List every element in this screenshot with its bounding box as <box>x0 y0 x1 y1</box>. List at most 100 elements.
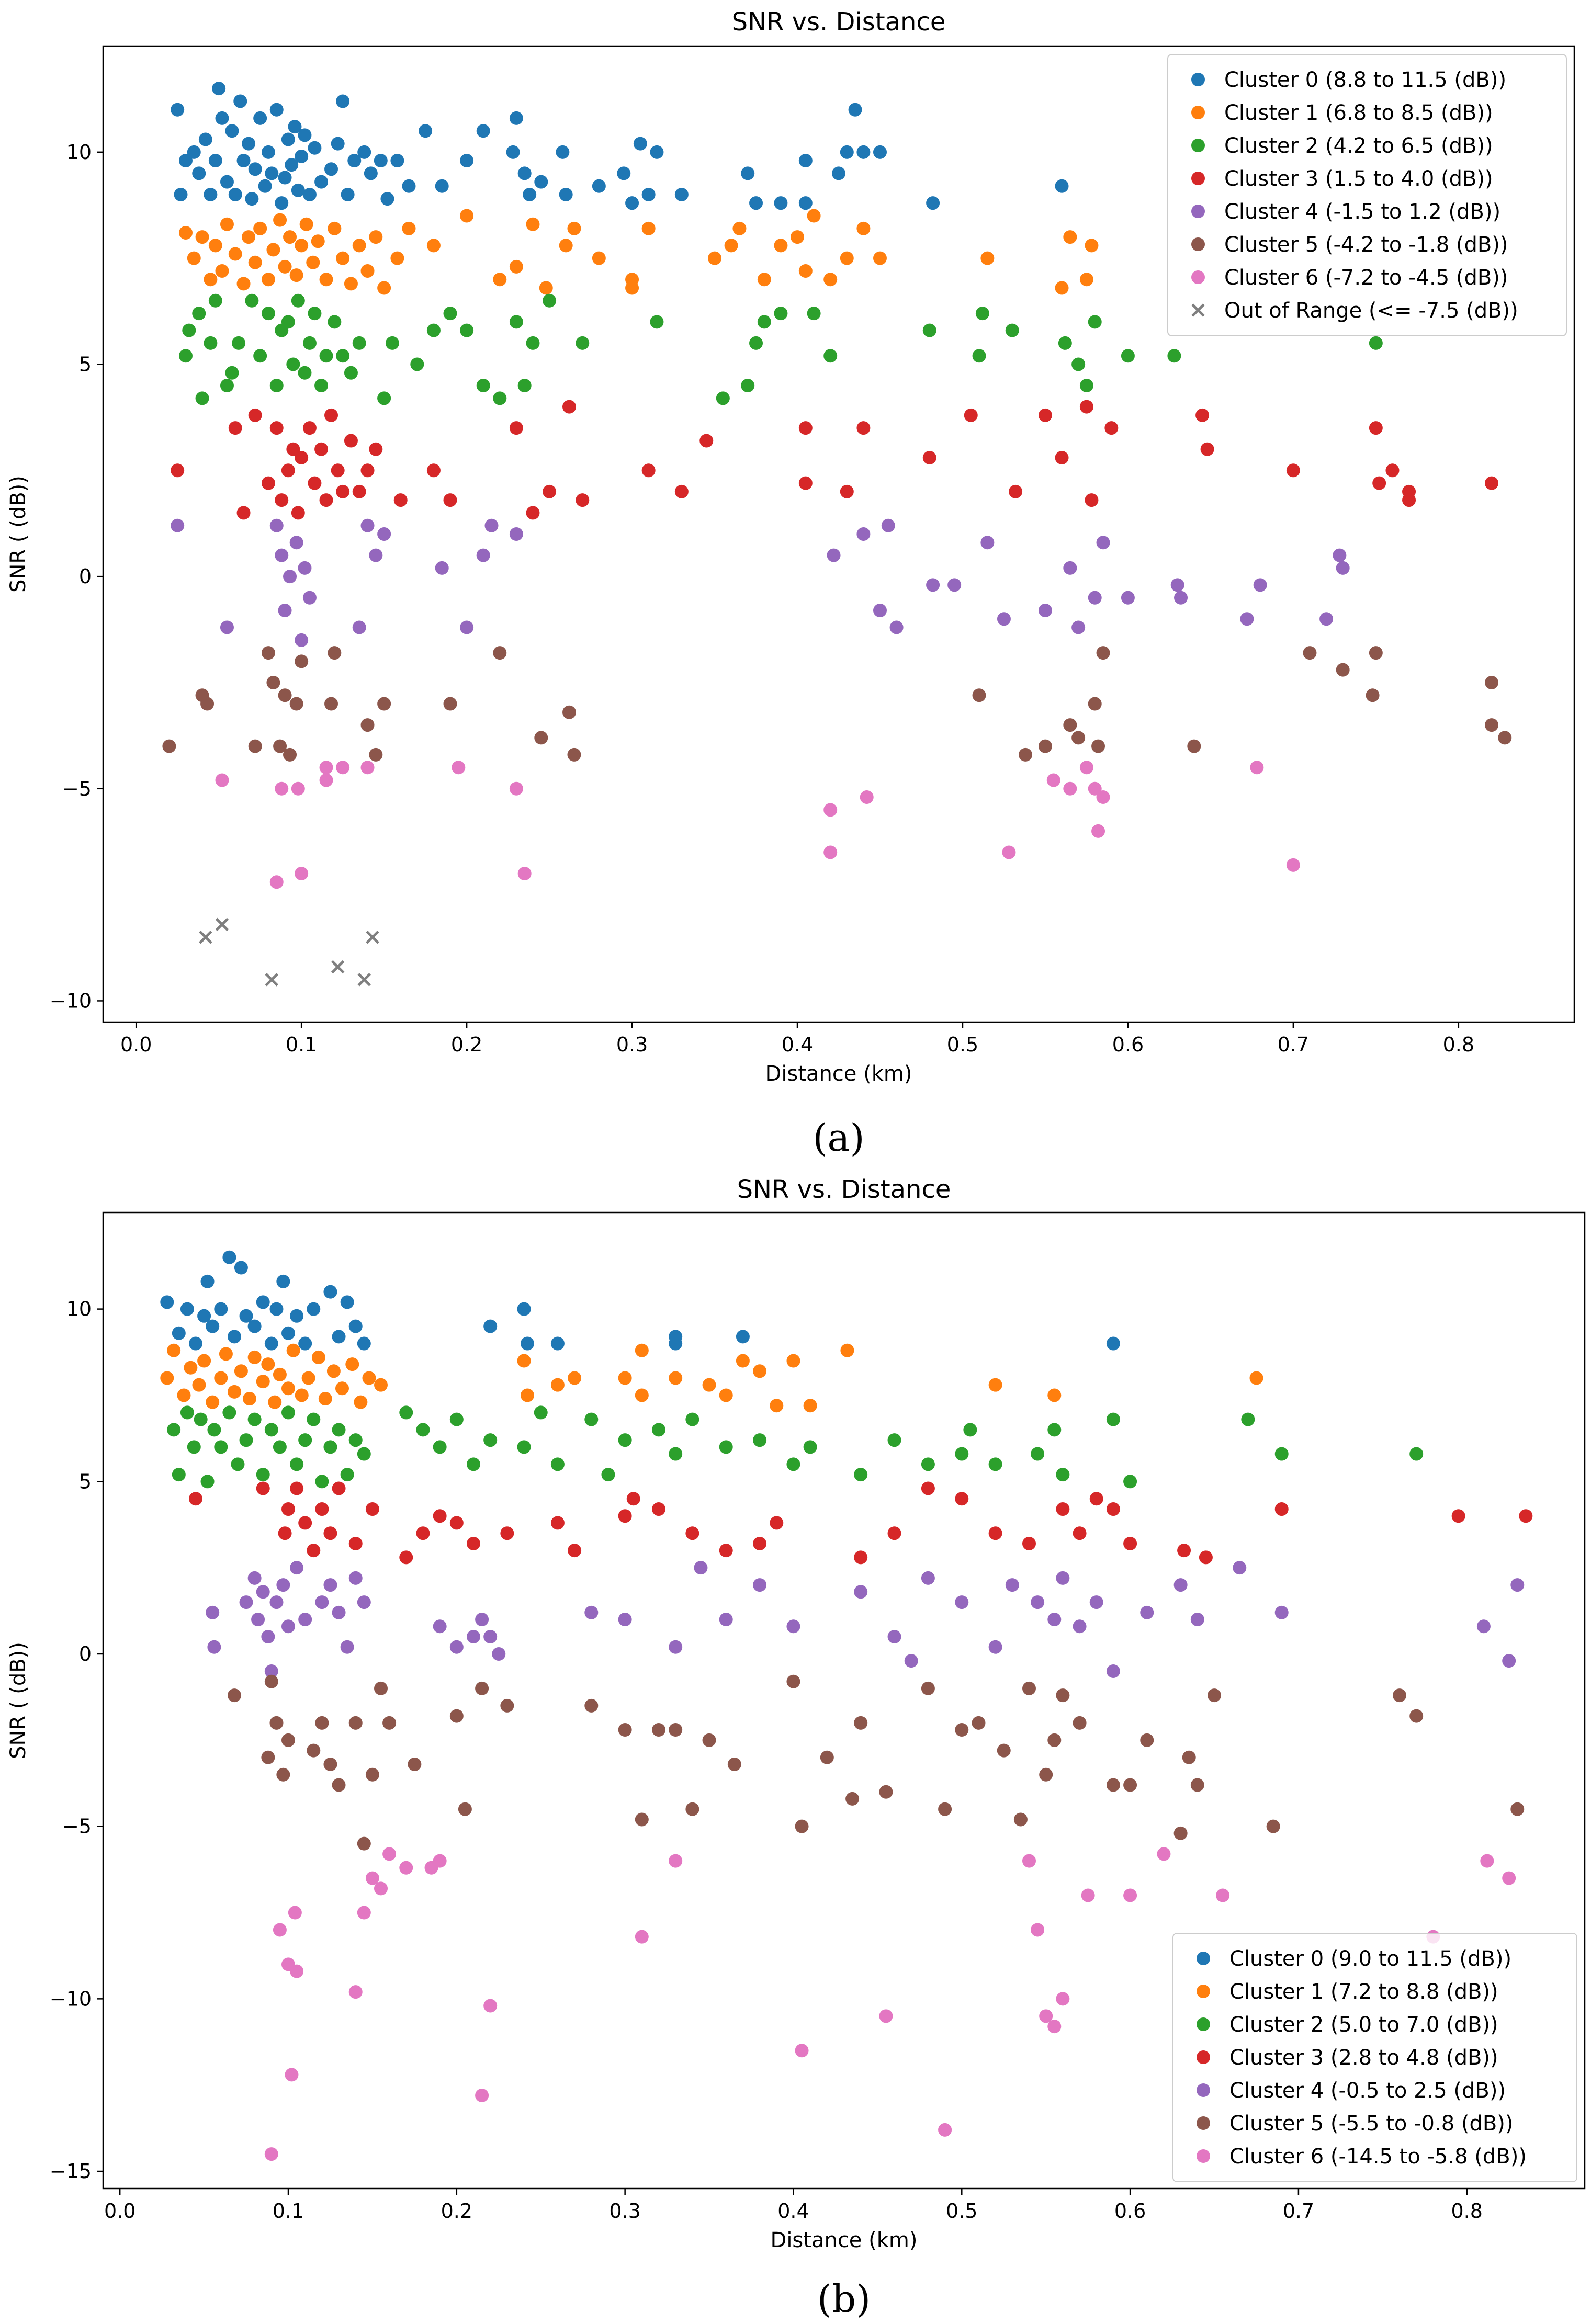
data-point <box>247 1571 262 1585</box>
data-point <box>171 518 185 532</box>
data-point <box>331 137 345 151</box>
data-point <box>1047 1423 1062 1437</box>
data-point <box>1046 773 1060 787</box>
data-point <box>1274 1605 1289 1619</box>
data-point <box>708 251 722 265</box>
data-point <box>214 1440 228 1454</box>
data-point <box>208 154 222 168</box>
data-point <box>264 1423 278 1437</box>
data-point <box>550 1457 565 1471</box>
data-point <box>402 221 416 235</box>
data-point <box>873 251 887 265</box>
data-point <box>178 349 193 363</box>
data-point <box>1056 1688 1070 1703</box>
data-point <box>177 1388 191 1402</box>
data-point <box>493 273 507 287</box>
data-point <box>291 506 305 520</box>
data-point <box>669 1854 683 1868</box>
legend-label: Cluster 4 (-1.5 to 1.2 (dB)) <box>1224 200 1500 224</box>
data-point <box>315 1475 329 1489</box>
data-point <box>326 1364 341 1378</box>
data-point <box>964 408 978 422</box>
data-point <box>295 633 309 647</box>
data-point <box>1123 1536 1137 1550</box>
data-point <box>311 234 325 248</box>
data-point <box>736 1330 750 1344</box>
data-point <box>171 463 185 478</box>
data-point <box>324 408 338 422</box>
data-point <box>452 761 466 775</box>
data-point <box>348 1571 363 1585</box>
data-point <box>1088 315 1102 329</box>
data-point <box>269 421 284 435</box>
data-point <box>517 1440 531 1454</box>
y-tick-label: −10 <box>50 1987 92 2010</box>
data-point <box>476 379 490 393</box>
data-point <box>449 1709 464 1723</box>
plot-frame <box>102 45 1575 1023</box>
data-point <box>286 1343 300 1357</box>
data-point <box>1091 824 1105 838</box>
data-point <box>1088 697 1102 711</box>
data-point <box>972 688 986 702</box>
data-point <box>1104 421 1119 435</box>
data-point <box>625 196 639 210</box>
data-point <box>377 281 391 295</box>
data-point <box>997 1743 1011 1758</box>
data-point <box>641 221 656 235</box>
data-point <box>1056 1992 1070 2006</box>
legend-marker <box>1197 2050 1210 2064</box>
data-point <box>298 366 312 380</box>
legend-label: Cluster 2 (4.2 to 6.5 (dB)) <box>1224 134 1493 158</box>
data-point-x <box>331 960 345 974</box>
data-point <box>635 1388 649 1402</box>
data-point <box>1106 1778 1120 1792</box>
data-point <box>1085 239 1099 253</box>
data-point <box>248 162 262 176</box>
data-point <box>314 379 329 393</box>
data-point <box>1106 1502 1120 1516</box>
data-point <box>795 2044 809 2058</box>
data-point <box>753 1536 767 1550</box>
legend-marker <box>1191 73 1205 86</box>
data-point <box>1409 1709 1424 1723</box>
data-point <box>234 1261 248 1275</box>
data-point <box>340 1468 354 1482</box>
data-point <box>1187 739 1201 753</box>
data-point <box>239 1595 253 1609</box>
data-point <box>938 1802 952 1816</box>
data-point <box>288 1906 302 1920</box>
legend-label: Cluster 3 (2.8 to 4.8 (dB)) <box>1229 2046 1498 2070</box>
data-point-x <box>357 973 371 987</box>
data-point <box>1286 858 1300 872</box>
data-point <box>798 476 813 490</box>
series-4 <box>206 1561 1525 1678</box>
data-point <box>1056 1571 1070 1585</box>
data-point <box>702 1378 716 1392</box>
series-5 <box>228 1674 1525 1851</box>
data-point <box>207 1640 221 1654</box>
data-point <box>314 442 329 456</box>
data-point <box>786 1457 800 1471</box>
data-point <box>180 1302 194 1316</box>
series-7 <box>199 917 379 987</box>
data-point <box>269 1595 284 1609</box>
data-point <box>823 803 838 817</box>
data-point <box>650 315 664 329</box>
data-point <box>348 1536 363 1550</box>
data-point <box>1038 408 1052 422</box>
data-point <box>301 1371 315 1385</box>
data-point <box>281 132 295 146</box>
data-point <box>426 239 441 253</box>
data-point <box>1173 1826 1188 1840</box>
data-point <box>222 1250 236 1264</box>
data-point <box>290 1964 304 1978</box>
data-point <box>483 1433 498 1447</box>
data-point <box>1140 1605 1154 1619</box>
data-point <box>1005 323 1019 337</box>
data-point <box>335 1381 349 1396</box>
data-point <box>256 1481 270 1495</box>
data-point <box>275 781 289 796</box>
data-point <box>435 179 449 193</box>
data-point <box>256 1468 270 1482</box>
